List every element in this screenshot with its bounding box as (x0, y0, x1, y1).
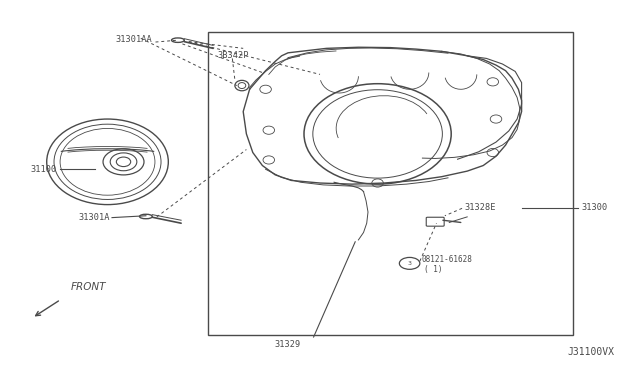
Text: 31301A: 31301A (79, 213, 110, 222)
Text: J31100VX: J31100VX (568, 347, 614, 357)
Text: 31328E: 31328E (465, 203, 496, 212)
Text: 31300: 31300 (581, 203, 607, 212)
Text: 31301AA: 31301AA (116, 35, 152, 44)
Text: FRONT: FRONT (70, 282, 106, 292)
Text: 08121-61628: 08121-61628 (421, 255, 472, 264)
Text: 3B342P: 3B342P (218, 51, 249, 60)
Text: 31100: 31100 (30, 165, 56, 174)
Text: ( 1): ( 1) (424, 264, 443, 273)
Text: 3: 3 (408, 261, 412, 266)
Bar (208, 32, 573, 335)
Text: 31329: 31329 (275, 340, 301, 349)
